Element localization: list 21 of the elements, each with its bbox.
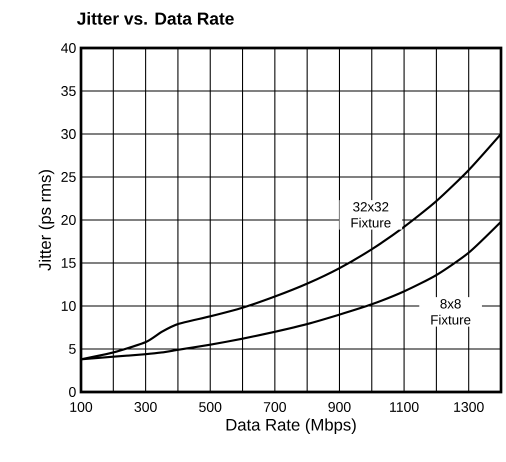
x-axis-title: Data Rate (Mbps) bbox=[226, 418, 356, 434]
x-tick-label: 500 bbox=[199, 402, 222, 412]
y-tick-label: 35 bbox=[61, 86, 76, 96]
x-tick-label: 1300 bbox=[454, 402, 484, 412]
y-tick-label: 40 bbox=[61, 43, 76, 53]
y-tick-label: 5 bbox=[69, 344, 76, 354]
y-tick-label: 20 bbox=[61, 215, 76, 225]
y-tick-label: 0 bbox=[69, 387, 76, 397]
y-tick-label: 10 bbox=[62, 301, 76, 311]
y-tick-label: 25 bbox=[61, 172, 76, 182]
x-tick-label: 900 bbox=[328, 402, 351, 412]
x-tick-label: 700 bbox=[264, 402, 286, 412]
x-tick-label: 1100 bbox=[390, 402, 419, 412]
x-tick-label: 100 bbox=[70, 402, 92, 412]
chart-title: Jitter vs. Data Rate bbox=[76, 12, 234, 25]
y-axis-title: Jitter (ps rms) bbox=[38, 170, 54, 271]
annotation: 8x8 Fixture bbox=[431, 299, 470, 325]
x-tick-label: 300 bbox=[134, 402, 157, 412]
y-tick-label: 15 bbox=[62, 258, 76, 268]
y-tick-label: 30 bbox=[61, 129, 76, 139]
annotation: 32x32 Fixture bbox=[352, 202, 391, 228]
